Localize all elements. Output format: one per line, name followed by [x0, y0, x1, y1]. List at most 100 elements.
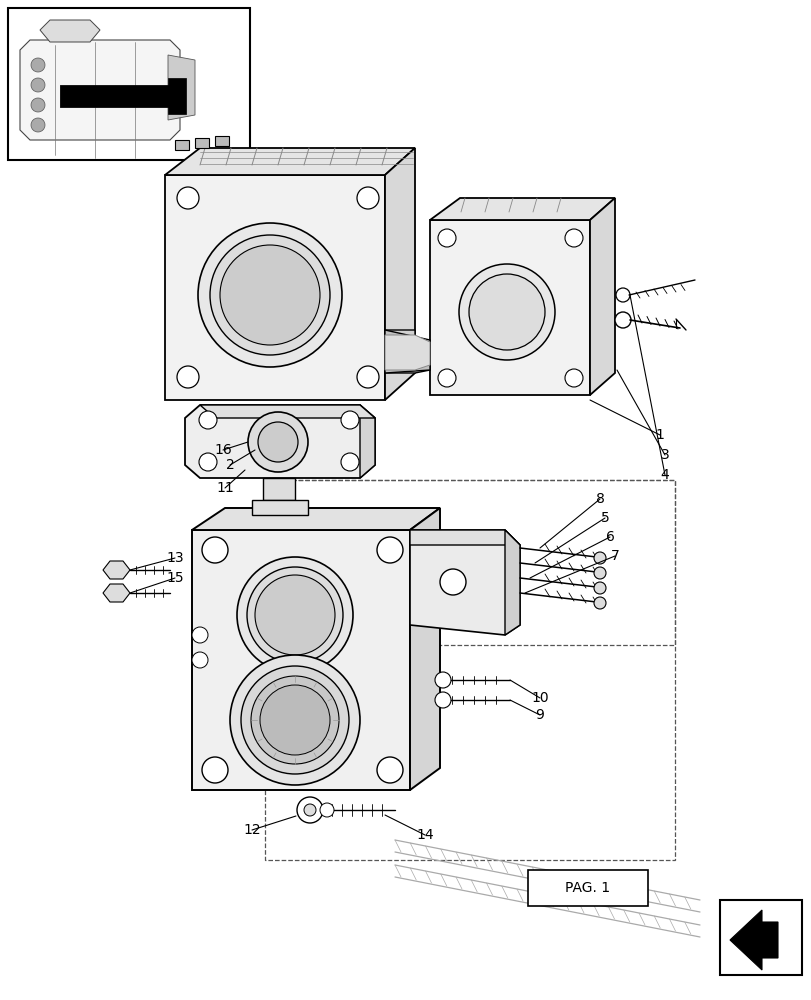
Text: 4: 4	[660, 468, 668, 482]
Circle shape	[440, 569, 466, 595]
Circle shape	[241, 666, 349, 774]
Polygon shape	[430, 220, 590, 395]
Circle shape	[199, 453, 217, 471]
Text: 9: 9	[535, 708, 543, 722]
Circle shape	[594, 567, 605, 579]
Polygon shape	[165, 148, 414, 175]
Circle shape	[376, 537, 402, 563]
Circle shape	[191, 652, 208, 668]
Polygon shape	[410, 530, 519, 635]
Polygon shape	[200, 405, 375, 418]
Polygon shape	[384, 335, 430, 370]
Polygon shape	[165, 175, 384, 400]
Text: 12: 12	[242, 823, 260, 837]
Text: 14: 14	[416, 828, 433, 842]
Circle shape	[341, 411, 358, 429]
Bar	[195, 138, 208, 148]
Circle shape	[616, 288, 629, 302]
Polygon shape	[191, 530, 410, 790]
Circle shape	[31, 78, 45, 92]
Text: 1: 1	[654, 428, 663, 442]
Circle shape	[260, 685, 329, 755]
Circle shape	[230, 655, 359, 785]
Bar	[264, 480, 674, 645]
Circle shape	[191, 627, 208, 643]
Circle shape	[202, 757, 228, 783]
Polygon shape	[590, 198, 614, 395]
Polygon shape	[384, 330, 430, 373]
Circle shape	[177, 366, 199, 388]
Polygon shape	[729, 910, 777, 970]
Polygon shape	[430, 198, 614, 220]
Circle shape	[458, 264, 554, 360]
Circle shape	[376, 757, 402, 783]
Bar	[264, 480, 674, 860]
Bar	[8, 8, 250, 160]
Circle shape	[247, 567, 342, 663]
Circle shape	[199, 411, 217, 429]
Circle shape	[303, 804, 315, 816]
Polygon shape	[504, 530, 519, 635]
Circle shape	[255, 575, 335, 655]
Circle shape	[237, 557, 353, 673]
Circle shape	[435, 692, 450, 708]
Circle shape	[437, 369, 456, 387]
Circle shape	[435, 672, 450, 688]
Text: 16: 16	[214, 443, 232, 457]
Text: 15: 15	[166, 571, 183, 585]
Text: 7: 7	[610, 549, 619, 563]
Circle shape	[202, 537, 228, 563]
Text: 6: 6	[605, 530, 614, 544]
Text: 8: 8	[594, 492, 603, 506]
Circle shape	[437, 229, 456, 247]
Polygon shape	[20, 40, 180, 140]
Circle shape	[357, 366, 379, 388]
Polygon shape	[191, 508, 440, 530]
Circle shape	[357, 187, 379, 209]
Circle shape	[594, 582, 605, 594]
Circle shape	[177, 187, 199, 209]
Polygon shape	[168, 55, 195, 120]
Circle shape	[258, 422, 298, 462]
Polygon shape	[103, 561, 130, 579]
Text: 2: 2	[225, 458, 234, 472]
Circle shape	[297, 797, 323, 823]
Bar	[175, 140, 189, 150]
Bar	[719, 900, 801, 975]
Polygon shape	[263, 478, 294, 500]
Bar	[60, 85, 169, 107]
Circle shape	[31, 118, 45, 132]
Circle shape	[210, 235, 329, 355]
Text: 11: 11	[216, 481, 234, 495]
Polygon shape	[103, 584, 130, 602]
Circle shape	[31, 58, 45, 72]
Circle shape	[564, 369, 582, 387]
Circle shape	[594, 552, 605, 564]
Circle shape	[341, 453, 358, 471]
Polygon shape	[384, 330, 430, 373]
Circle shape	[251, 676, 338, 764]
Text: PAG. 1: PAG. 1	[564, 881, 610, 895]
Polygon shape	[359, 405, 375, 478]
Polygon shape	[410, 508, 440, 790]
Circle shape	[469, 274, 544, 350]
Polygon shape	[410, 530, 519, 545]
Circle shape	[614, 312, 630, 328]
Text: 3: 3	[660, 448, 668, 462]
Circle shape	[247, 412, 307, 472]
Bar	[215, 136, 229, 146]
Polygon shape	[185, 405, 375, 478]
Polygon shape	[251, 500, 307, 515]
Circle shape	[320, 803, 333, 817]
Circle shape	[198, 223, 341, 367]
Circle shape	[220, 245, 320, 345]
Circle shape	[31, 98, 45, 112]
Circle shape	[594, 597, 605, 609]
Circle shape	[564, 229, 582, 247]
Polygon shape	[40, 20, 100, 42]
Text: 13: 13	[166, 551, 183, 565]
Bar	[168, 78, 186, 114]
Bar	[527, 870, 647, 906]
Polygon shape	[384, 148, 414, 400]
Text: 5: 5	[600, 511, 608, 525]
